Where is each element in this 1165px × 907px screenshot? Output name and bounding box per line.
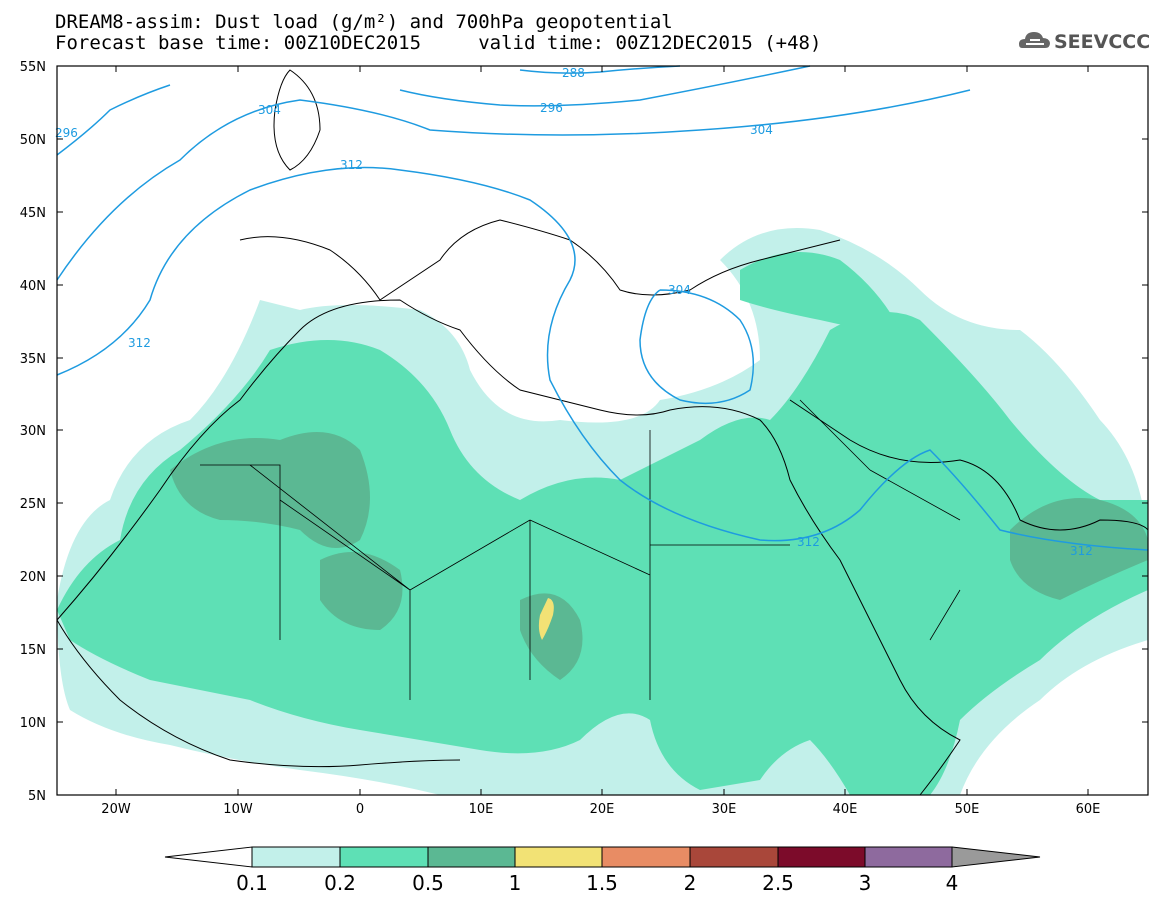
colorbar-label: 1 bbox=[509, 871, 522, 895]
contour-label: 304 bbox=[750, 123, 773, 137]
colorbar-segment bbox=[514, 846, 603, 868]
lon-label: 30E bbox=[712, 802, 737, 817]
seevccc-logo: SEEVCCC bbox=[1019, 31, 1150, 53]
lon-label: 0 bbox=[356, 802, 364, 817]
map-title: DREAM8-assim: Dust load (g/m²) and 700hP… bbox=[55, 11, 673, 33]
geopotential-contours bbox=[56, 65, 1149, 551]
lat-label: 15N bbox=[20, 643, 46, 658]
dust-dark-central-region bbox=[320, 552, 403, 630]
lon-label: 10E bbox=[469, 802, 494, 817]
colorbar-label: 0.2 bbox=[324, 871, 356, 895]
contour-label: 296 bbox=[540, 101, 563, 115]
colorbar-label: 2 bbox=[684, 871, 697, 895]
colorbar-segment bbox=[251, 846, 341, 868]
colorbar-segment bbox=[864, 846, 953, 868]
longitude-axis: 20W 10W 0 10E 20E 30E 40E 50E 60E bbox=[101, 802, 1100, 817]
colorbar-segment bbox=[951, 846, 1041, 868]
contour-312-main bbox=[56, 166, 1149, 551]
dust-mid-north-region bbox=[740, 252, 900, 330]
dust-dark-west-region bbox=[170, 432, 370, 548]
contour-label: 312 bbox=[128, 336, 151, 350]
africa-coastline bbox=[56, 299, 961, 796]
contour-312-aegean bbox=[639, 289, 755, 405]
contour-296-west bbox=[56, 84, 171, 156]
colorbar-label: 1.5 bbox=[586, 871, 618, 895]
dust-dark-arabia-region bbox=[1010, 498, 1148, 600]
colorbar-label: 0.5 bbox=[412, 871, 444, 895]
lat-label: 50N bbox=[20, 133, 46, 148]
europe-coastline bbox=[239, 219, 841, 301]
colorbar-segment bbox=[164, 846, 253, 868]
dust-shading bbox=[57, 228, 1148, 795]
colorbar-label: 0.1 bbox=[236, 871, 268, 895]
lon-label: 20W bbox=[101, 802, 131, 817]
contour-labels: 296 304 312 288 296 304 312 304 312 312 bbox=[55, 66, 1093, 558]
lon-label: 20E bbox=[590, 802, 615, 817]
contour-label: 304 bbox=[258, 103, 281, 117]
contour-label: 304 bbox=[668, 283, 691, 297]
country-borders bbox=[200, 399, 961, 700]
dust-yellow-patch bbox=[538, 598, 554, 640]
contour-304-west bbox=[56, 89, 971, 281]
lat-label: 40N bbox=[20, 279, 46, 294]
arabia-coastline bbox=[789, 399, 1149, 531]
cloud-icon bbox=[1019, 32, 1050, 48]
lon-label: 50E bbox=[955, 802, 980, 817]
dust-dark-chad-region bbox=[520, 593, 583, 680]
lat-label: 30N bbox=[20, 424, 46, 439]
latitude-axis: 55N 50N 45N 40N 35N 30N 25N 20N 15N 10N … bbox=[20, 60, 46, 804]
coastlines bbox=[56, 69, 1149, 796]
lat-label: 25N bbox=[20, 497, 46, 512]
contour-label: 312 bbox=[340, 158, 363, 172]
lat-label: 10N bbox=[20, 716, 46, 731]
colorbar-segment bbox=[427, 846, 516, 868]
colorbar-segment bbox=[689, 846, 779, 868]
colorbar bbox=[164, 846, 1041, 868]
lat-label: 55N bbox=[20, 60, 46, 75]
west-africa-coast bbox=[56, 619, 461, 768]
lon-label: 40E bbox=[833, 802, 858, 817]
forecast-time-line: Forecast base time: 00Z10DEC2015 valid t… bbox=[55, 32, 822, 54]
colorbar-segment bbox=[777, 846, 866, 868]
latitude-ticks bbox=[57, 138, 1148, 723]
colorbar-segment bbox=[601, 846, 691, 868]
lon-label: 10W bbox=[223, 802, 253, 817]
lat-label: 45N bbox=[20, 206, 46, 221]
contour-label: 296 bbox=[55, 126, 78, 140]
colorbar-segment bbox=[339, 846, 429, 868]
contour-label: 288 bbox=[562, 66, 585, 80]
lat-label: 35N bbox=[20, 352, 46, 367]
logo-text: SEEVCCC bbox=[1054, 31, 1150, 53]
colorbar-label: 3 bbox=[859, 871, 872, 895]
lat-label: 20N bbox=[20, 570, 46, 585]
lat-label: 5N bbox=[28, 789, 46, 804]
colorbar-labels: 0.1 0.2 0.5 1 1.5 2 2.5 3 4 bbox=[236, 871, 958, 895]
contour-296-north bbox=[399, 65, 811, 107]
colorbar-label: 4 bbox=[946, 871, 959, 895]
contour-288 bbox=[519, 65, 681, 74]
contour-label: 312 bbox=[1070, 544, 1093, 558]
lon-label: 60E bbox=[1076, 802, 1101, 817]
contour-label: 312 bbox=[797, 535, 820, 549]
colorbar-label: 2.5 bbox=[762, 871, 794, 895]
longitude-ticks bbox=[115, 66, 1089, 795]
uk-coastline bbox=[273, 69, 321, 171]
